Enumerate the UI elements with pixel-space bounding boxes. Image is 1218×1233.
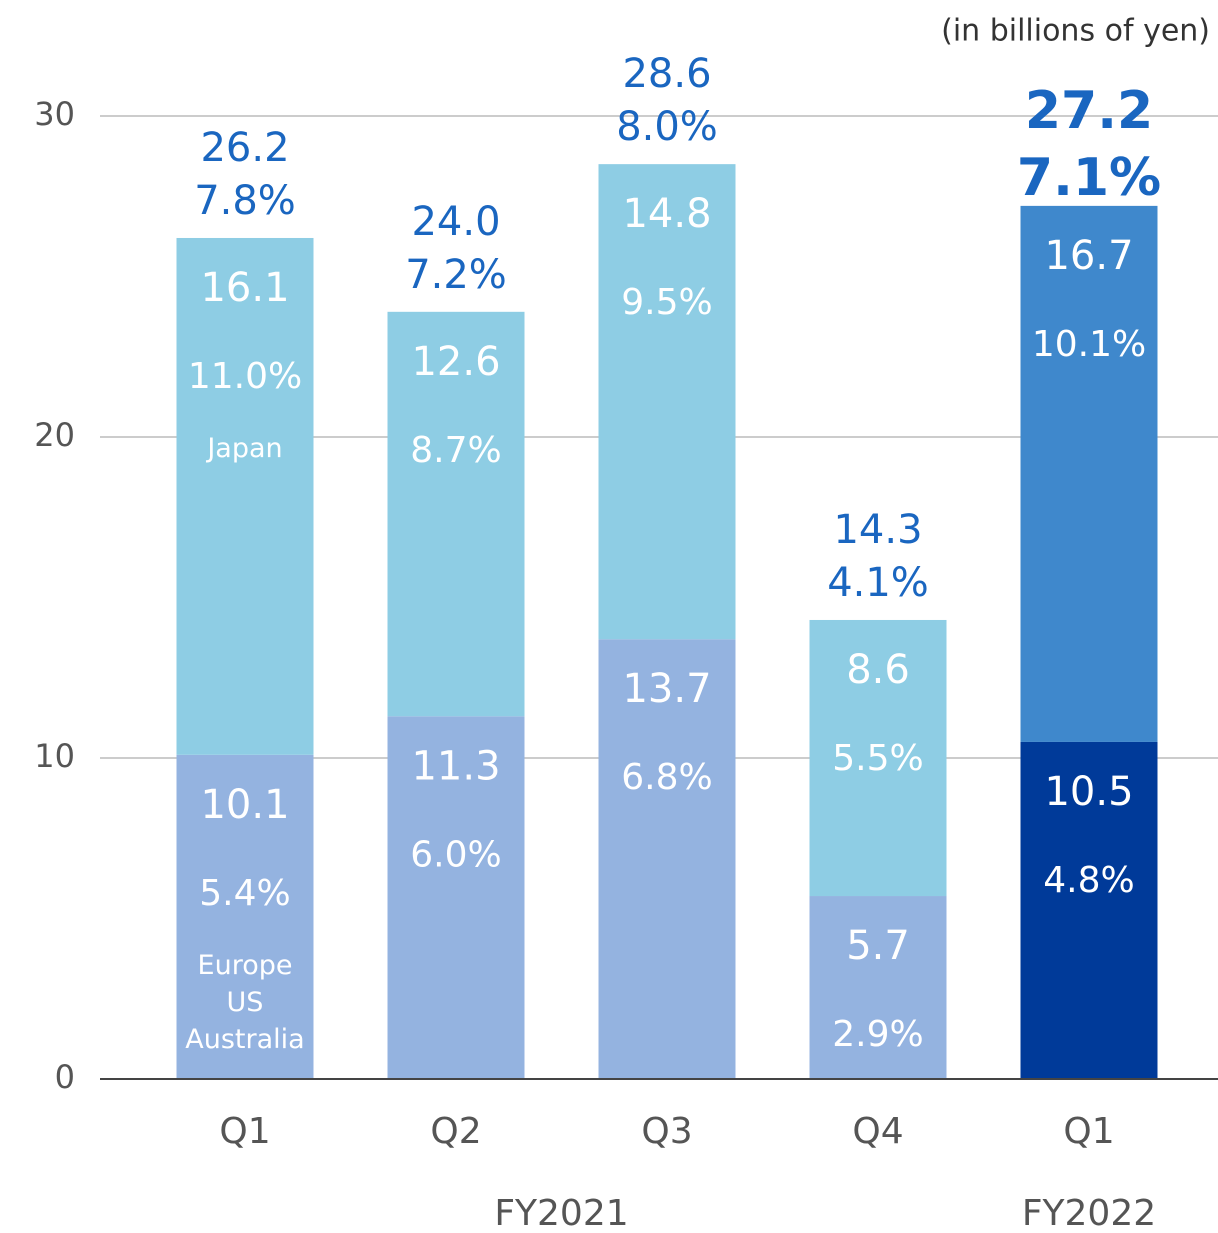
y-tick-label: 0	[55, 1058, 75, 1096]
unit-note: (in billions of yen)	[941, 14, 1210, 49]
total-label: 26.2	[200, 125, 289, 171]
group-label: FY2021	[494, 1193, 628, 1233]
segment-value-label: 5.7	[846, 923, 910, 969]
segment-value-label: 10.5	[1044, 769, 1133, 815]
total-share-label: 4.1%	[827, 560, 929, 606]
segment-value-label: 13.7	[622, 666, 711, 712]
segment-share-label: 8.7%	[410, 430, 501, 471]
segment-share-label: 4.8%	[1043, 860, 1134, 901]
segment-value-label: 10.1	[200, 782, 289, 828]
x-tick-label: Q4	[852, 1111, 903, 1152]
segment-share-label: 6.0%	[410, 834, 501, 875]
segment-share-label: 2.9%	[832, 1014, 923, 1055]
total-label: 24.0	[411, 199, 500, 245]
series-name: Europe US Australia	[185, 949, 305, 1055]
total-label: 28.6	[622, 51, 711, 97]
bar-segment	[1020, 741, 1158, 1079]
segment-share-label: 6.8%	[621, 757, 712, 798]
total-share-label: 8.0%	[616, 104, 718, 150]
segment-value-label: 12.6	[411, 339, 500, 385]
segment-value-label: 14.8	[622, 191, 711, 237]
y-tick-label: 30	[34, 95, 75, 133]
segment-value-label: 11.3	[411, 743, 500, 789]
segment-value-label: 16.1	[200, 265, 289, 311]
bar-segment	[387, 716, 525, 1079]
total-share-label: 7.2%	[405, 252, 507, 298]
segment-share-label: 10.1%	[1032, 324, 1146, 365]
y-tick-label: 10	[34, 737, 75, 775]
bar-segment	[1020, 205, 1158, 742]
segment-share-label: 11.0%	[188, 356, 302, 397]
x-tick-label: Q1	[219, 1111, 270, 1152]
bar-segment	[176, 237, 314, 755]
total-share-label: 7.1%	[1017, 148, 1161, 208]
x-tick-label: Q1	[1063, 1111, 1114, 1152]
bar-segment	[598, 639, 736, 1079]
x-tick-label: Q3	[641, 1111, 692, 1152]
total-label: 14.3	[833, 507, 922, 553]
total-label: 27.2	[1025, 81, 1153, 141]
bar-segment	[809, 896, 947, 1079]
bar-segment	[598, 164, 736, 640]
y-tick-label: 20	[34, 416, 75, 454]
bar-segment	[387, 311, 525, 717]
group-label: FY2022	[1022, 1193, 1156, 1233]
x-tick-label: Q2	[430, 1111, 481, 1152]
bar-segment	[176, 754, 314, 1079]
segment-value-label: 8.6	[846, 647, 910, 693]
segment-share-label: 9.5%	[621, 282, 712, 323]
total-share-label: 7.8%	[194, 178, 296, 224]
bar-segment	[809, 619, 947, 897]
segment-share-label: 5.5%	[832, 738, 923, 779]
segment-share-label: 5.4%	[199, 873, 290, 914]
series-name: Japan	[207, 432, 283, 464]
segment-value-label: 16.7	[1044, 233, 1133, 279]
